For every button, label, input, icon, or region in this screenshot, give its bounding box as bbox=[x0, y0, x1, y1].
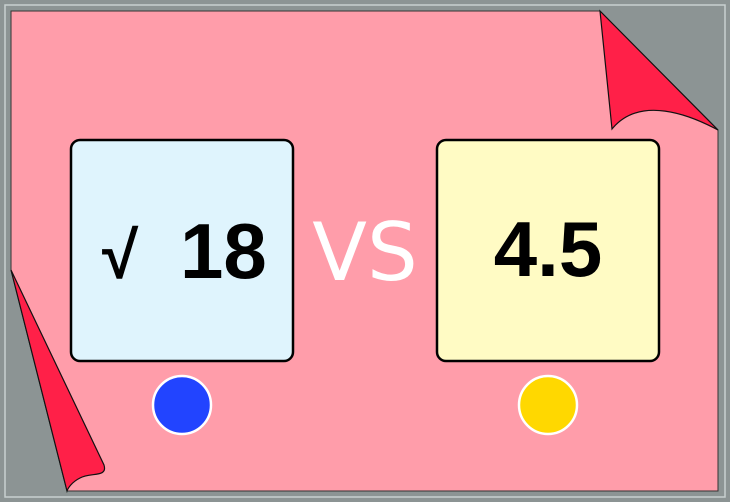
left-card-box[interactable] bbox=[69, 138, 295, 363]
right-card-box[interactable] bbox=[435, 138, 661, 363]
page-curl-top-right bbox=[599, 9, 719, 131]
left-card[interactable]: √ 18 bbox=[69, 138, 295, 363]
page-curl-bottom-left bbox=[10, 269, 106, 494]
left-select-button[interactable] bbox=[151, 374, 213, 436]
left-card-value: 18 bbox=[180, 207, 267, 295]
sqrt-symbol: √ bbox=[102, 218, 139, 292]
vs-label: VS bbox=[312, 206, 418, 299]
right-select-button[interactable] bbox=[517, 374, 579, 436]
right-card-value: 4.5 bbox=[494, 205, 602, 293]
frame-inset-line bbox=[4, 4, 726, 498]
right-card[interactable]: 4.5 bbox=[435, 138, 661, 363]
